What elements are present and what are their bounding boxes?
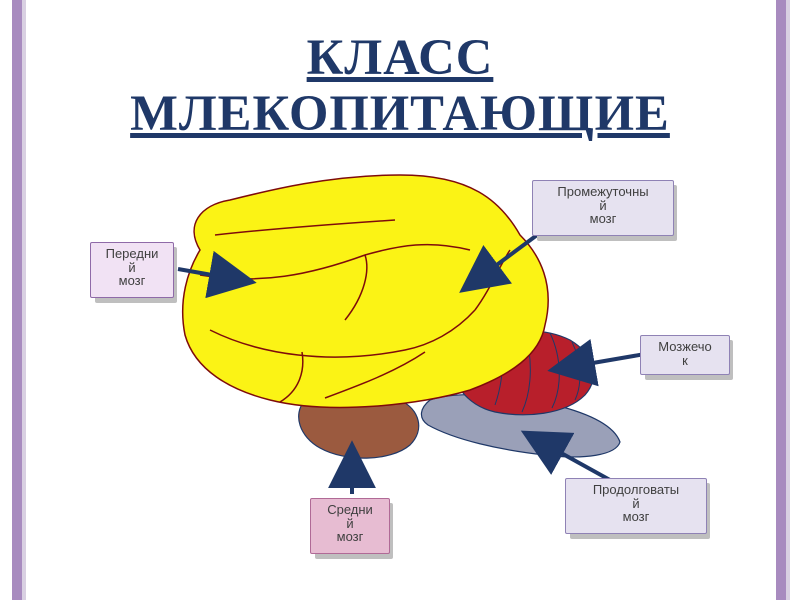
midbrain-label: Средниймозг <box>310 498 390 554</box>
forebrain-label: Передниймозг <box>90 242 174 298</box>
medulla-label: Продолговатыймозг <box>565 478 707 534</box>
cerebellum-label: Мозжечок <box>640 335 730 375</box>
diencephalon-label: Промежуточныймозг <box>532 180 674 236</box>
cerebrum-shape <box>183 175 548 407</box>
